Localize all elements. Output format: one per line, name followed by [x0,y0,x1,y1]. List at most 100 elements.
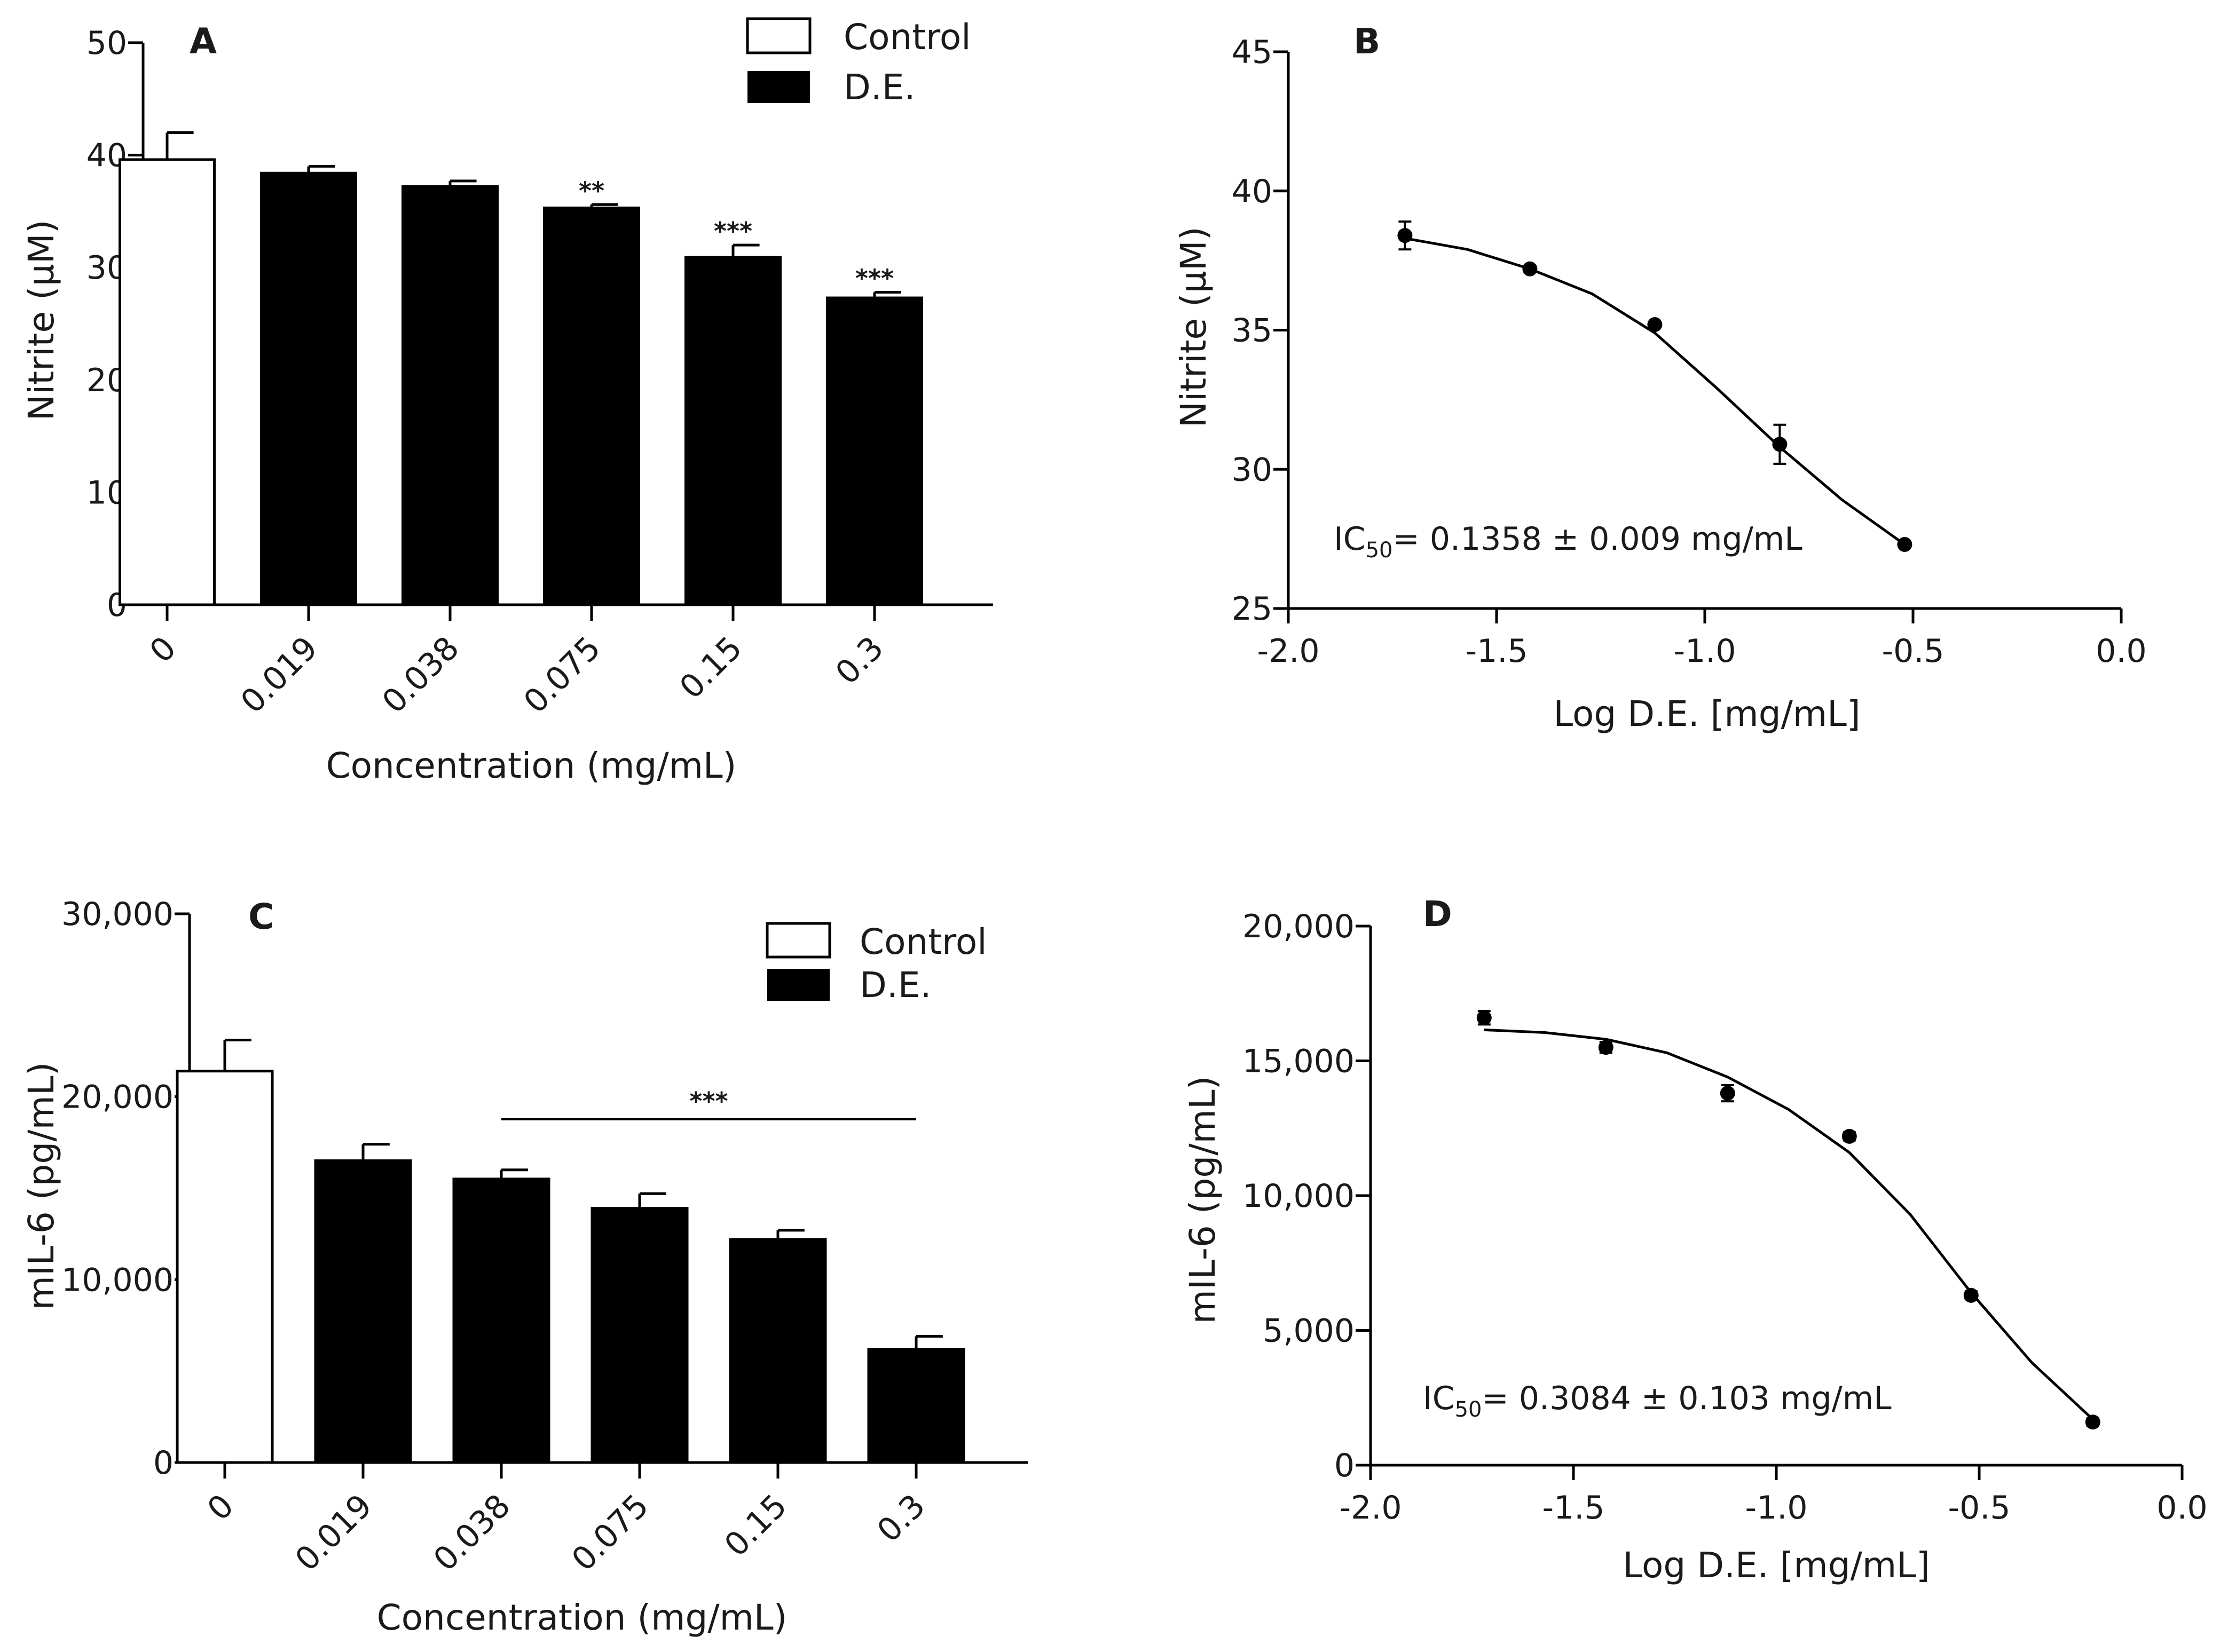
legend-swatch-de [747,71,810,103]
legend-label-control: Control [844,17,971,58]
bar-0.038 [452,1177,550,1464]
panel-d-plot: 0 5,000 10,000 15,000 20,000 -2.0 -1.5 -1.0 -0.5… [1242,908,2208,1527]
data-point [1598,1040,1613,1055]
x-tick-label: -2.0 [1339,1489,1402,1527]
data-point [1720,1086,1735,1101]
x-tick-label: 0.075 [565,1487,656,1578]
data-point [1897,537,1912,552]
panel-d-y-axis-title: mIL-6 (pg/mL) [1182,1076,1223,1324]
data-point [1772,437,1788,452]
legend-label-control: Control [860,921,987,962]
significance-marker: *** [714,217,752,246]
bar-0.019 [314,1159,412,1464]
y-tick-label: 30,000 [61,896,174,933]
x-tick-label: 0.3 [870,1487,933,1550]
x-tick-label: -0.5 [1948,1489,2010,1527]
y-tick-label: 20,000 [1242,908,1355,945]
x-tick-label: 0.019 [288,1487,380,1578]
y-tick-label: 15,000 [1242,1043,1355,1080]
x-tick-label: 0.3 [829,629,891,692]
panel-b: B 25 30 35 40 45 -2.0 -1.5 -1.0 -0.5 0.0 Nitrite … [1173,21,2147,734]
legend-swatch-control [746,17,812,54]
bar-0 [119,158,216,606]
y-tick-label: 50 [86,25,127,62]
x-tick-label: 0.15 [718,1487,794,1564]
panel-c-x-axis-title: Concentration (mg/mL) [377,1597,788,1638]
bar-0.038 [402,185,499,606]
x-tick-label: 0.038 [427,1487,518,1578]
x-tick-label: 0 [200,1487,241,1528]
y-tick-label: 0 [1334,1447,1355,1484]
fit-curve [1404,236,1906,546]
ic50-value: = 0.3084 ± 0.103 mg/mL [1482,1380,1892,1417]
x-tick-label: 0.15 [673,629,750,706]
panel-c-y-axis-title: mIL-6 (pg/mL) [21,1062,62,1310]
significance-marker: ** [579,176,604,205]
bar-0 [176,1070,274,1464]
y-tick-label: 45 [1232,34,1272,71]
x-tick-label: 0.0 [2156,1489,2207,1527]
significance-marker: *** [689,1087,728,1116]
bar-0.075 [591,1207,689,1464]
panel-letter-a: A [190,21,217,62]
bar-0.075 [543,207,640,606]
x-tick-label: 0.075 [517,629,608,721]
y-tick-label: 30 [1232,451,1272,488]
y-tick-label: 0 [153,1444,174,1482]
panel-a-x-axis-title: Concentration (mg/mL) [326,745,737,786]
panel-d-x-axis-title: Log D.E. [mg/mL] [1623,1545,1930,1586]
x-tick-label: -1.5 [1542,1489,1604,1527]
panel-b-plot: 25 30 35 40 45 -2.0 -1.5 -1.0 -0.5 0.0 [1232,34,2147,670]
legend-label-de: D.E. [844,67,915,108]
panel-b-y-axis-title: Nitrite (µM) [1173,227,1214,428]
panel-letter-b: B [1353,21,1380,62]
ic50-prefix: IC [1334,520,1366,558]
ic50-subscript: 50 [1455,1397,1482,1422]
data-point [1522,261,1538,276]
panel-c-legend: Control D.E. [766,921,987,1006]
bar-0.15 [729,1238,827,1464]
bar-0.3 [826,296,923,606]
x-tick-label: -1.5 [1465,633,1528,670]
panel-letter-c: C [248,896,274,937]
y-tick-label: 40 [1232,173,1272,210]
y-tick-label: 10,000 [61,1261,174,1299]
y-tick-label: 10,000 [1242,1177,1355,1215]
data-point [1841,1128,1857,1144]
x-tick-label: 0.038 [375,629,467,721]
significance-marker: *** [855,264,894,293]
y-tick-label: 20,000 [61,1079,174,1116]
panel-c: C 0 10,000 20,000 30,000 0 0.019 0.038 0.075 0.1… [21,896,1028,1638]
x-tick-label: -1.0 [1745,1489,1807,1527]
x-tick-label: 0 [143,629,184,670]
x-tick-label: 0.019 [234,629,325,721]
ic50-value: = 0.1358 ± 0.009 mg/mL [1393,520,1803,558]
bar-0.019 [260,171,357,606]
ic50-subscript: 50 [1366,538,1393,563]
y-tick-label: 5,000 [1263,1313,1355,1350]
data-point [1397,228,1413,243]
bar-0.15 [684,256,782,606]
panel-letter-d: D [1423,894,1452,935]
y-tick-label: 25 [1232,590,1272,628]
fit-curve [1484,1028,2094,1421]
x-tick-label: -0.5 [1882,633,1944,670]
x-tick-label: 0.0 [2096,633,2146,670]
ic50-prefix: IC [1423,1380,1455,1417]
data-point [1647,317,1663,333]
panel-a-legend: Control D.E. [746,17,971,108]
data-point [1963,1287,1979,1303]
legend-label-de: D.E. [860,965,931,1006]
x-tick-label: -2.0 [1257,633,1319,670]
x-tick-label: -1.0 [1673,633,1736,670]
data-point [1476,1010,1492,1025]
bar-0.3 [867,1348,965,1464]
legend-swatch-de [767,969,830,1001]
panel-b-ic50-annotation: IC50= 0.1358 ± 0.009 mg/mL [1334,520,1802,563]
panel-a-y-axis-title: Nitrite (µM) [21,220,62,421]
panel-b-x-axis-title: Log D.E. [mg/mL] [1553,693,1860,734]
y-tick-label: 35 [1232,312,1272,350]
